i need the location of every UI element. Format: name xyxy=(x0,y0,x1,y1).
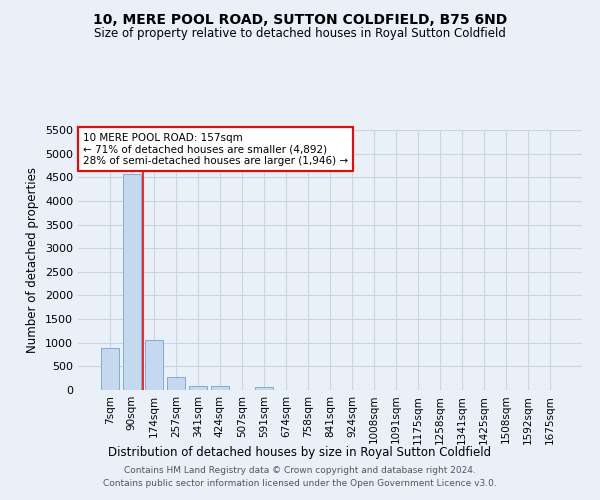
Text: Size of property relative to detached houses in Royal Sutton Coldfield: Size of property relative to detached ho… xyxy=(94,28,506,40)
Bar xyxy=(167,376,185,390)
Bar xyxy=(123,174,140,390)
Bar xyxy=(211,386,229,390)
Y-axis label: Number of detached properties: Number of detached properties xyxy=(26,167,40,353)
Bar xyxy=(189,386,206,390)
Text: 10, MERE POOL ROAD, SUTTON COLDFIELD, B75 6ND: 10, MERE POOL ROAD, SUTTON COLDFIELD, B7… xyxy=(93,12,507,26)
Bar xyxy=(255,388,273,390)
Bar xyxy=(101,348,119,390)
Text: 10 MERE POOL ROAD: 157sqm
← 71% of detached houses are smaller (4,892)
28% of se: 10 MERE POOL ROAD: 157sqm ← 71% of detac… xyxy=(83,132,348,166)
Text: Contains HM Land Registry data © Crown copyright and database right 2024.
Contai: Contains HM Land Registry data © Crown c… xyxy=(103,466,497,487)
Text: Distribution of detached houses by size in Royal Sutton Coldfield: Distribution of detached houses by size … xyxy=(109,446,491,459)
Bar xyxy=(145,340,163,390)
